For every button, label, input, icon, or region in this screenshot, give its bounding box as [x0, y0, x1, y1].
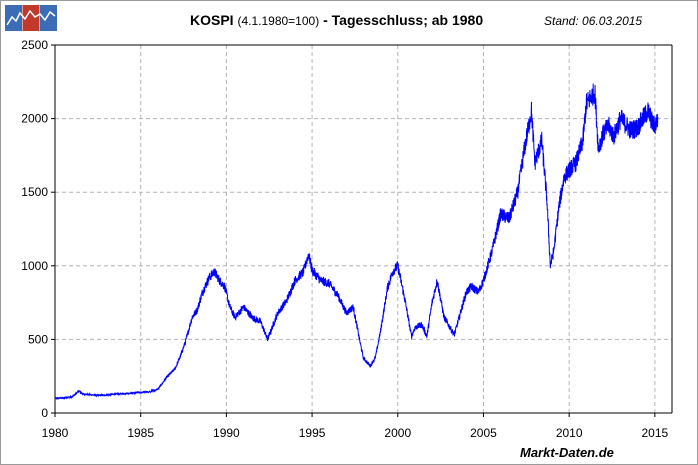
x-tick-label: 2010	[556, 426, 583, 440]
y-tick-label: 500	[28, 332, 48, 346]
chart-title: KOSPI (4.1.1980=100) - Tagesschluss; ab …	[190, 12, 483, 28]
y-tick-labels: 0 500 1000 1500 2000 2500	[21, 38, 48, 420]
x-tick-labels: 1980 1985 1990 1995 2000 2005 2010 2015	[42, 426, 669, 440]
y-tick-label: 1500	[21, 185, 48, 199]
x-tick-label: 1990	[213, 426, 240, 440]
y-tick-label: 0	[41, 406, 48, 420]
x-tick-label: 2000	[384, 426, 411, 440]
y-tick-label: 2500	[21, 38, 48, 52]
y-tick-label: 1000	[21, 259, 48, 273]
title-rest: - Tagesschluss; ab 1980	[323, 12, 484, 28]
x-tick-label: 2015	[642, 426, 669, 440]
source-label: Markt-Daten.de	[520, 445, 614, 460]
axes	[51, 44, 673, 417]
title-main: KOSPI	[190, 12, 234, 28]
y-tick-label: 2000	[21, 112, 48, 126]
stand-date: Stand: 06.03.2015	[544, 14, 643, 28]
x-tick-label: 1980	[42, 426, 69, 440]
title-paren: (4.1.1980=100)	[237, 14, 320, 28]
series-line-kospi	[54, 83, 659, 401]
chart-logo-icon	[5, 5, 57, 31]
x-tick-label: 2005	[470, 426, 497, 440]
x-tick-label: 1995	[299, 426, 326, 440]
x-tick-label: 1985	[127, 426, 154, 440]
chart-header: KOSPI (4.1.1980=100) - Tagesschluss; ab …	[0, 12, 698, 32]
series-group	[54, 83, 659, 401]
